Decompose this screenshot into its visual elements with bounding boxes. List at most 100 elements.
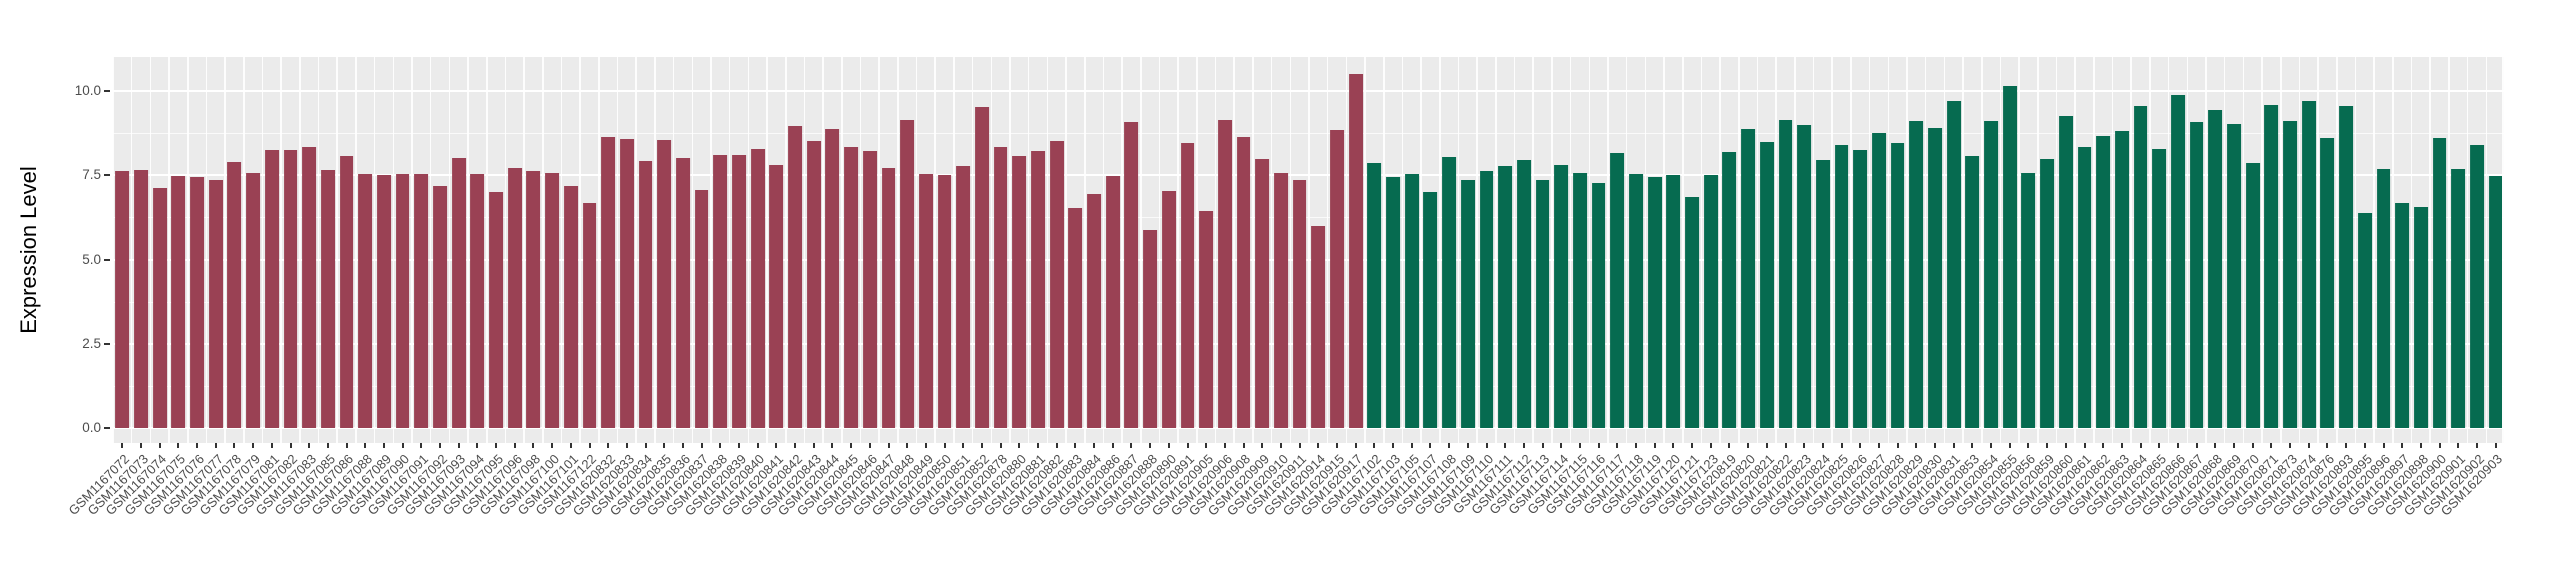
x-tick-mark: [1840, 443, 1843, 448]
bar-GSM1620878: [993, 146, 1008, 429]
bar-GSM1167096: [507, 167, 522, 429]
bar-slot: GSM1620826: [1803, 57, 1870, 519]
bar-slot: GSM1620887: [1074, 57, 1141, 519]
bar-slot: GSM1620847: [831, 57, 898, 519]
y-tick-mark: [104, 342, 110, 345]
bar-slot: GSM1167113: [1487, 57, 1552, 517]
x-tick-mark: [1205, 443, 1208, 448]
x-tick-mark: [308, 443, 311, 448]
x-tick-mark: [1223, 443, 1226, 448]
bar-GSM1620863: [2114, 131, 2129, 429]
bar-slot: GSM1620841: [719, 57, 786, 519]
bar-GSM1167073: [134, 169, 148, 429]
bar-slot: GSM1167072: [66, 57, 132, 518]
bar-slot: GSM1620881: [981, 57, 1048, 519]
x-tick-mark: [214, 443, 217, 448]
x-tick-mark: [999, 443, 1002, 448]
bar-slot: GSM1620839: [682, 57, 749, 519]
bar-GSM1167074: [152, 187, 167, 429]
bar-slot: GSM1620895: [2307, 57, 2375, 519]
x-tick-mark: [2176, 443, 2179, 448]
bar-GSM1167100: [545, 173, 560, 429]
x-tick-mark: [2438, 443, 2441, 448]
x-tick-mark: [681, 443, 684, 448]
bar-GSM1620832: [601, 136, 616, 429]
bar-slot: GSM1167095: [439, 57, 506, 518]
bar-slot: GSM1167110: [1430, 57, 1496, 517]
bar-GSM1620876: [2320, 137, 2335, 429]
bar-slot: GSM1620890: [1111, 57, 1179, 519]
bar-slot: GSM1167101: [514, 57, 581, 518]
bar-GSM1167123: [1703, 174, 1718, 429]
bar-slot: GSM1620819: [1672, 57, 1739, 519]
x-tick-mark: [1111, 443, 1114, 448]
x-tick-mark: [2382, 443, 2385, 448]
x-tick-mark: [2289, 443, 2292, 448]
x-tick-mark: [607, 443, 610, 448]
bar-GSM1620909: [1255, 158, 1270, 429]
x-tick-mark: [121, 443, 124, 448]
bar-GSM1167098: [526, 170, 541, 429]
bar-slot: GSM1620836: [626, 57, 693, 519]
bar-slot: GSM1620824: [1765, 57, 1833, 519]
bar-slot: GSM1167116: [1543, 57, 1609, 517]
x-tick-mark: [177, 443, 180, 448]
bar-slot: GSM1167075: [122, 57, 188, 518]
x-tick-mark: [382, 443, 385, 448]
bar-GSM1167117: [1610, 152, 1625, 429]
bar-GSM1167115: [1573, 172, 1587, 429]
bar-slot: GSM1620830: [1878, 57, 1945, 519]
x-tick-mark: [513, 443, 516, 448]
x-tick-mark: [1317, 443, 1320, 448]
bar-slot: GSM1167077: [159, 57, 226, 518]
x-tick-mark: [532, 443, 535, 448]
bar-slot: GSM1620859: [1990, 57, 2057, 519]
bar-GSM1620830: [1928, 127, 1942, 429]
bar-slot: GSM1620909: [1205, 57, 1272, 519]
bar-GSM1167083: [302, 147, 317, 429]
x-tick-mark: [1877, 443, 1880, 448]
x-tick-mark: [495, 443, 498, 448]
y-tick-mark: [104, 258, 110, 261]
bar-GSM1620915: [1330, 129, 1344, 429]
x-tick-mark: [2270, 443, 2273, 448]
x-tick-mark: [906, 443, 909, 448]
x-tick-mark: [439, 443, 442, 448]
bar-slot: GSM1620917: [1298, 57, 1366, 519]
bar-GSM1167095: [489, 192, 504, 429]
bar-slot: GSM1620867: [2139, 57, 2207, 519]
bar-GSM1620886: [1105, 175, 1120, 429]
x-tick-mark: [1093, 443, 1096, 448]
x-tick-mark: [644, 443, 647, 448]
bar-slot: GSM1620842: [738, 57, 805, 519]
bar-slot: GSM1620861: [2027, 57, 2094, 519]
bar-GSM1167113: [1535, 179, 1550, 429]
bar-GSM1620847: [881, 167, 896, 429]
bar-GSM1620839: [732, 154, 746, 429]
bar-GSM1620887: [1124, 122, 1139, 429]
bar-slot: GSM1620852: [925, 57, 992, 519]
bar-GSM1167077: [208, 180, 223, 429]
bar-GSM1620825: [1834, 145, 1849, 429]
bar-slot: GSM1620893: [2289, 57, 2356, 519]
x-tick-mark: [625, 443, 628, 448]
x-tick-mark: [1896, 443, 1899, 448]
x-tick-mark: [2494, 443, 2497, 448]
bar-slot: GSM1620901: [2401, 57, 2468, 519]
bar-GSM1167082: [283, 150, 298, 429]
x-tick-mark: [1130, 443, 1133, 448]
bar-GSM1620911: [1292, 180, 1307, 429]
bar-slot: GSM1620864: [2083, 57, 2150, 519]
bar-GSM1620897: [2395, 203, 2410, 429]
x-tick-mark: [1186, 443, 1189, 448]
bar-GSM1620903: [2488, 176, 2503, 429]
bar-GSM1620837: [694, 190, 709, 429]
bar-slot: GSM1620891: [1130, 57, 1197, 519]
bar-GSM1620901: [2451, 168, 2466, 429]
y-tick-mark: [104, 174, 110, 177]
bar-slot: GSM1620854: [1934, 57, 2001, 519]
x-tick-mark: [158, 443, 161, 448]
bar-GSM1620827: [1872, 133, 1886, 429]
bar-slot: GSM1620871: [2214, 57, 2281, 519]
x-tick-mark: [1167, 443, 1170, 448]
